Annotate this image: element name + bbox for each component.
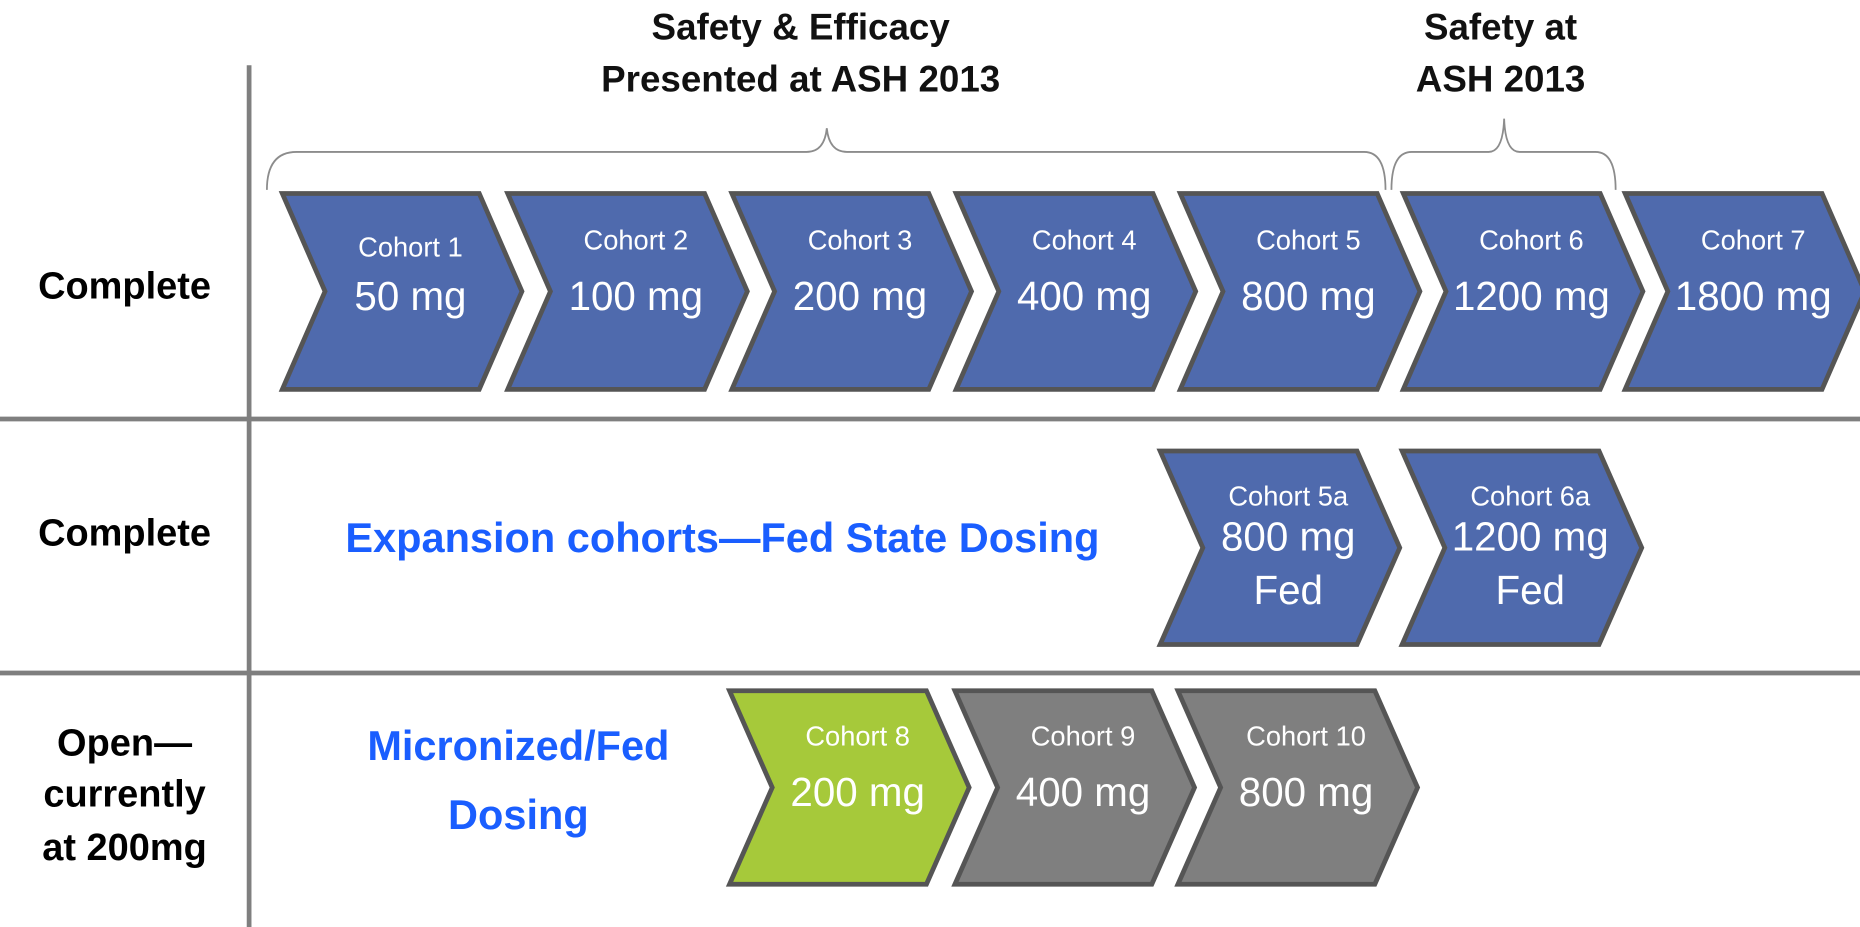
cohort-note: Fed: [1254, 567, 1323, 613]
cohort-name: Cohort 6: [1479, 224, 1584, 255]
header-text: Safety & Efficacy: [652, 6, 951, 47]
row-status: currently: [43, 773, 205, 815]
cohort-chevron: [725, 688, 972, 887]
row-subtitle: Micronized/Fed: [367, 722, 669, 769]
cohort-chevron: [1621, 191, 1860, 392]
cohort-chevron: [1176, 191, 1423, 392]
cohort-name: Cohort 10: [1246, 720, 1366, 751]
row-status: Complete: [38, 512, 211, 554]
row-status: Open—: [57, 722, 192, 764]
cohort-name: Cohort 1: [358, 231, 463, 262]
cohort-name: Cohort 5a: [1228, 481, 1349, 512]
cohort-name: Cohort 6a: [1470, 481, 1591, 512]
cohort-chevron: [1156, 448, 1403, 647]
cohort-chevron: [504, 191, 750, 392]
header-text: Safety at: [1424, 6, 1577, 47]
brace: [1390, 118, 1617, 190]
cohort-name: Cohort 7: [1701, 224, 1806, 255]
cohort-chevron: [1398, 448, 1645, 647]
brace: [266, 128, 1387, 190]
cohort-chevron: [1174, 688, 1421, 887]
row-status: at 200mg: [42, 827, 207, 869]
cohort-name: Cohort 8: [805, 720, 910, 751]
cohort-dose: 100 mg: [569, 273, 703, 319]
cohort-dose: 200 mg: [793, 273, 927, 319]
cohort-chevron: [952, 191, 1199, 392]
cohort-dose: 800 mg: [1221, 514, 1355, 560]
cohort-dose: 800 mg: [1239, 769, 1373, 815]
cohort-dose: 50 mg: [354, 273, 466, 319]
cohort-dose: 200 mg: [790, 769, 924, 815]
cohort-chevron: [951, 688, 1198, 887]
cohort-name: Cohort 2: [584, 224, 689, 255]
cohort-name: Cohort 5: [1256, 224, 1361, 255]
row-subtitle: Expansion cohorts—Fed State Dosing: [345, 514, 1099, 561]
cohort-dose: 1800 mg: [1675, 273, 1832, 319]
cohort-name: Cohort 9: [1031, 720, 1136, 751]
row-status: Complete: [38, 265, 211, 307]
cohort-name: Cohort 4: [1032, 224, 1137, 255]
cohort-chevron: [278, 191, 525, 392]
cohort-dose: 1200 mg: [1453, 273, 1610, 319]
cohort-dose: 400 mg: [1017, 273, 1151, 319]
cohort-dose: 800 mg: [1241, 273, 1375, 319]
cohort-name: Cohort 3: [808, 224, 913, 255]
cohort-note: Fed: [1495, 567, 1564, 613]
cohort-dose: 1200 mg: [1452, 514, 1609, 560]
header-text: ASH 2013: [1416, 59, 1586, 100]
cohort-chevron: [1399, 191, 1646, 392]
header-text: Presented at ASH 2013: [601, 59, 1000, 100]
row-subtitle: Dosing: [448, 791, 589, 838]
cohort-chevron: [728, 191, 975, 392]
cohort-dose: 400 mg: [1016, 769, 1150, 815]
